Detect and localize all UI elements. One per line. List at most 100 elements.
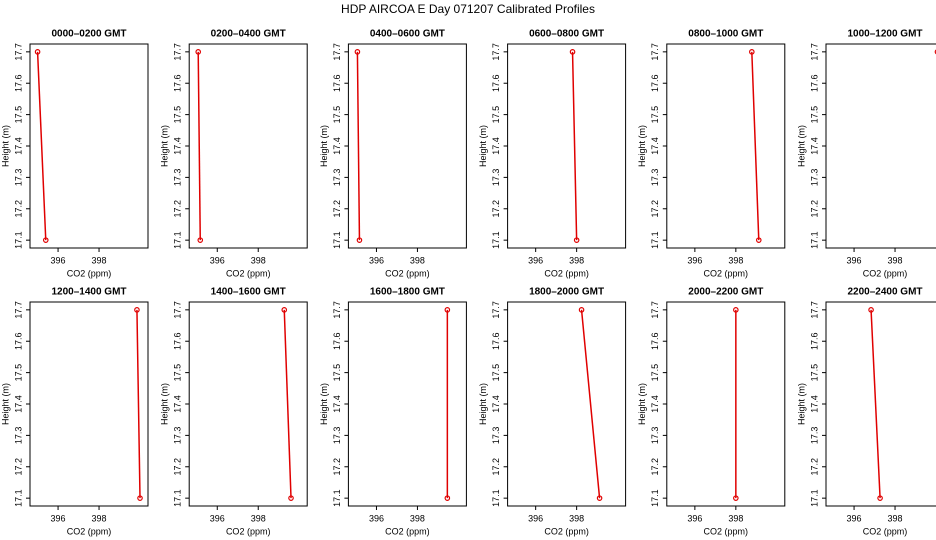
x-axis-label: CO2 (ppm) xyxy=(704,268,749,278)
y-tick-label: 17.1 xyxy=(650,489,660,507)
page-title: HDP AIRCOA E Day 071207 Calibrated Profi… xyxy=(341,2,595,16)
profile-line xyxy=(197,51,202,241)
y-tick-label: 17.4 xyxy=(809,395,819,413)
profile-line xyxy=(283,309,292,499)
y-tick-label: 17.6 xyxy=(173,74,183,92)
panel-title: 0600–0800 GMT xyxy=(529,29,604,40)
y-tick-label: 17.4 xyxy=(173,137,183,155)
y-axis-label: Height (m) xyxy=(319,383,329,425)
panel-title: 0000–0200 GMT xyxy=(51,29,126,40)
x-tick-label: 398 xyxy=(888,513,903,523)
x-axis-label: CO2 (ppm) xyxy=(863,268,908,278)
y-tick-label: 17.7 xyxy=(650,43,660,61)
profile-point xyxy=(868,307,874,313)
y-tick-label: 17.7 xyxy=(491,301,501,319)
y-tick-label: 17.1 xyxy=(809,231,819,249)
y-tick-label: 17.2 xyxy=(809,458,819,476)
y-tick-label: 17.4 xyxy=(332,395,342,413)
plot-frame xyxy=(507,301,627,507)
profile-line xyxy=(136,309,141,499)
y-tick-label: 17.4 xyxy=(491,395,501,413)
y-tick-label: 17.5 xyxy=(173,106,183,124)
panel-title: 1400–1600 GMT xyxy=(211,287,286,298)
y-tick-label: 17.3 xyxy=(173,427,183,445)
y-tick-label: 17.7 xyxy=(809,301,819,319)
y-tick-label: 17.5 xyxy=(332,106,342,124)
x-axis-label: CO2 (ppm) xyxy=(544,268,589,278)
profile-point xyxy=(137,495,143,501)
plot-frame xyxy=(825,43,936,249)
y-tick-label: 17.6 xyxy=(491,332,501,350)
y-tick-label: 17.6 xyxy=(809,332,819,350)
y-tick-label: 17.4 xyxy=(13,137,23,155)
y-tick-label: 17.6 xyxy=(809,74,819,92)
y-tick-label: 17.2 xyxy=(13,458,23,476)
panel-title: 1000–1200 GMT xyxy=(847,29,922,40)
panel-title: 1600–1800 GMT xyxy=(370,287,445,298)
y-tick-label: 17.4 xyxy=(809,137,819,155)
x-axis-label: CO2 (ppm) xyxy=(226,526,271,536)
y-tick-label: 17.7 xyxy=(332,43,342,61)
x-axis-label: CO2 (ppm) xyxy=(67,526,112,536)
y-axis-label: Height (m) xyxy=(0,125,10,167)
y-axis-label: Height (m) xyxy=(796,383,806,425)
y-tick-label: 17.4 xyxy=(650,137,660,155)
y-tick-label: 17.1 xyxy=(491,231,501,249)
y-tick-label: 17.2 xyxy=(332,458,342,476)
y-tick-label: 17.6 xyxy=(13,74,23,92)
y-axis-label: Height (m) xyxy=(160,383,170,425)
profile-point xyxy=(755,237,762,243)
y-axis-label: Height (m) xyxy=(478,125,488,167)
y-tick-label: 17.2 xyxy=(332,200,342,218)
panel-title: 0400–0600 GMT xyxy=(370,29,445,40)
profile-line xyxy=(36,51,47,241)
y-tick-label: 17.3 xyxy=(491,427,501,445)
y-tick-label: 17.5 xyxy=(173,364,183,382)
profile-point xyxy=(733,495,739,501)
profile-point xyxy=(444,307,451,313)
x-tick-label: 396 xyxy=(847,513,862,523)
profile-line xyxy=(356,51,361,241)
y-tick-label: 17.7 xyxy=(491,43,501,61)
x-axis-label: CO2 (ppm) xyxy=(385,526,430,536)
x-tick-label: 396 xyxy=(369,255,384,265)
plot-frame xyxy=(666,301,786,507)
y-tick-label: 17.6 xyxy=(173,332,183,350)
y-tick-label: 17.1 xyxy=(332,231,342,249)
x-axis-label: CO2 (ppm) xyxy=(704,526,749,536)
y-tick-label: 17.5 xyxy=(809,106,819,124)
y-tick-label: 17.3 xyxy=(173,169,183,187)
profile-point xyxy=(356,237,363,243)
y-tick-label: 17.1 xyxy=(13,489,23,507)
y-tick-label: 17.3 xyxy=(809,427,819,445)
y-axis-label: Height (m) xyxy=(0,383,10,425)
y-tick-label: 17.2 xyxy=(173,200,183,218)
y-tick-label: 17.3 xyxy=(332,427,342,445)
y-tick-label: 17.3 xyxy=(491,169,501,187)
y-tick-label: 17.3 xyxy=(650,427,660,445)
profile-line xyxy=(870,309,881,499)
y-tick-label: 17.7 xyxy=(809,43,819,61)
x-tick-label: 398 xyxy=(92,255,107,265)
x-tick-label: 398 xyxy=(410,255,425,265)
y-axis-label: Height (m) xyxy=(796,125,806,167)
y-tick-label: 17.1 xyxy=(173,231,183,249)
x-axis-label: CO2 (ppm) xyxy=(226,268,271,278)
y-tick-label: 17.2 xyxy=(13,200,23,218)
profile-point xyxy=(569,49,576,55)
profile-point xyxy=(197,237,204,243)
profile-line xyxy=(580,309,601,499)
x-tick-label: 398 xyxy=(728,513,743,523)
y-tick-label: 17.7 xyxy=(13,43,23,61)
y-axis-label: Height (m) xyxy=(637,125,647,167)
x-tick-label: 398 xyxy=(251,513,266,523)
x-axis-label: CO2 (ppm) xyxy=(67,268,112,278)
profile-point xyxy=(34,49,41,55)
plot-frame xyxy=(188,43,308,249)
panel-title: 1200–1400 GMT xyxy=(51,287,126,298)
y-tick-label: 17.4 xyxy=(332,137,342,155)
profile-point xyxy=(195,49,202,55)
y-tick-label: 17.7 xyxy=(332,301,342,319)
y-tick-label: 17.3 xyxy=(13,427,23,445)
